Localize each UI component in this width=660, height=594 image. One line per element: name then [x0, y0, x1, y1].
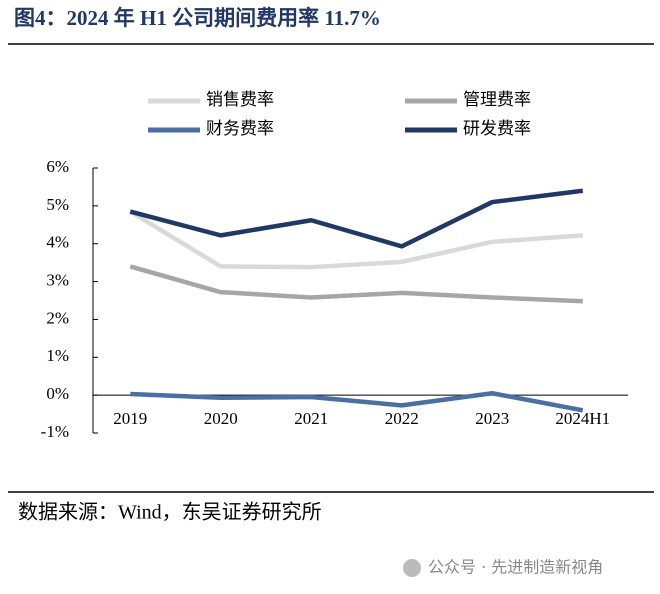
x-tick-label: 2020 [204, 409, 238, 428]
y-tick-label: 5% [46, 195, 69, 214]
y-tick-label: 4% [46, 233, 69, 252]
x-tick-label: 2023 [475, 409, 509, 428]
y-tick-label: 3% [46, 270, 69, 289]
watermark: 公众号 · 先进制造新视角 [428, 558, 603, 577]
x-tick-label: 2019 [113, 409, 147, 428]
chart-title: 图4：2024 年 H1 公司期间费用率 11.7% [14, 6, 381, 30]
line-series [129, 264, 583, 304]
line-series [129, 188, 584, 249]
x-tick-label: 2022 [385, 409, 419, 428]
x-tick-label: 2021 [294, 409, 328, 428]
y-tick-label: 1% [46, 346, 69, 365]
legend-label: 管理费率 [463, 90, 531, 109]
line-series [129, 209, 583, 270]
y-tick-label: 0% [46, 384, 69, 403]
y-tick-label: 6% [46, 157, 69, 176]
x-tick-label: 2024H1 [555, 409, 610, 428]
watermark-icon [403, 559, 421, 577]
legend-label: 财务费率 [206, 119, 274, 138]
y-tick-label: 2% [46, 308, 69, 327]
legend-label: 销售费率 [206, 90, 274, 109]
source: 数据来源：Wind，东吴证券研究所 [18, 501, 322, 524]
legend-label: 研发费率 [463, 119, 531, 138]
line-series [130, 391, 584, 413]
y-tick-label: -1% [41, 422, 69, 441]
